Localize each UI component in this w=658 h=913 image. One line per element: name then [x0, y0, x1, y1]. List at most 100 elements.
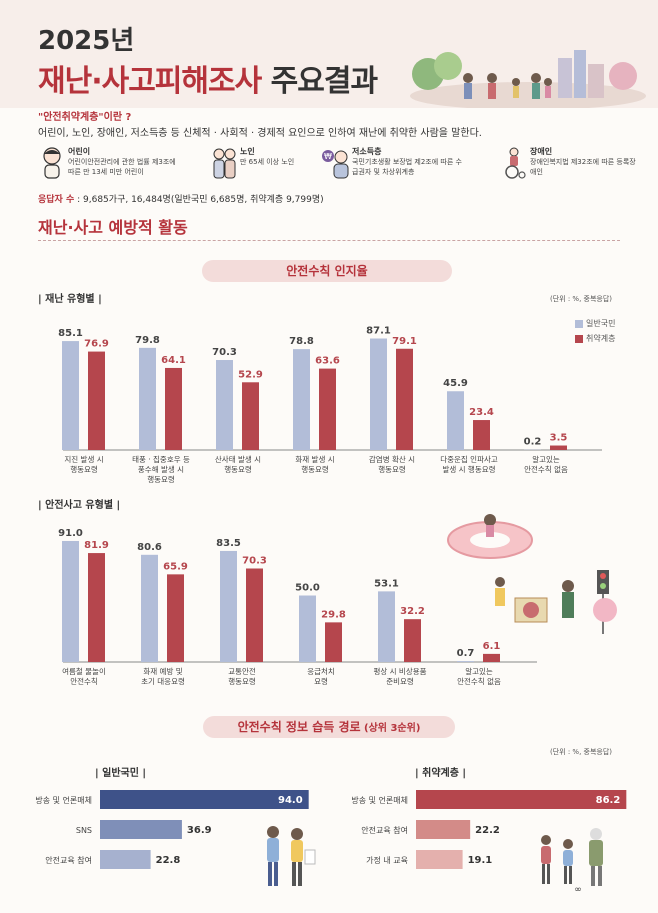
category-label: 감염병 확산 시	[369, 454, 415, 464]
data-label: 87.1	[366, 326, 391, 337]
category-label: 태풍 · 집중호우 등	[132, 454, 190, 464]
low-income-icon: ₩	[322, 150, 349, 179]
data-label: 81.9	[84, 540, 109, 551]
header-year: 2025년	[38, 26, 135, 56]
legend-text-vulnerable: 취약계층	[586, 334, 616, 343]
bar	[88, 351, 105, 450]
category-label: 다중운집 인파사고	[440, 454, 498, 464]
bar	[404, 619, 421, 662]
vulnerable-sources-chart: 방송 및 언론매체 86.2 안전교육 참여 22.2 가정 내 교육 19.1	[351, 790, 627, 869]
category-label: 요령	[314, 677, 328, 686]
group-elderly: 노인 만 65세 이상 노인	[210, 146, 320, 186]
data-label: 94.0	[278, 795, 303, 806]
category-label: 평상 시 비상용품	[373, 666, 426, 676]
category-label: 행동요령	[228, 676, 256, 686]
data-label: 80.6	[137, 542, 162, 553]
sources-pill-sub: (상위 3순위)	[360, 723, 421, 734]
category-label: 행동요령	[301, 464, 329, 474]
definition-answer: 어린이, 노인, 장애인, 저소득층 등 신체적 · 사회적 · 경제적 요인으…	[38, 128, 482, 139]
group-name: 노인	[240, 147, 255, 156]
general-sources-chart: 방송 및 언론매체 94.0 SNS 36.9 안전교육 참여 22.8	[35, 790, 309, 869]
accident-label: | 안전사고 유형별 |	[38, 500, 121, 511]
data-label: 70.3	[212, 347, 237, 358]
bar	[88, 553, 105, 662]
category-label: 발생 시 행동요령	[442, 464, 495, 474]
data-label: 63.6	[315, 356, 340, 367]
bar	[242, 382, 259, 450]
category-label: 교통안전	[228, 666, 256, 676]
data-label: 78.8	[289, 336, 314, 347]
data-label: 6.1	[483, 641, 501, 652]
group-child: 어린이 어린이안전관리에 관한 법률 제3조에 따른 만 13세 미만 어린이	[38, 146, 198, 186]
data-label: 22.2	[475, 825, 500, 836]
bar	[246, 568, 263, 662]
category-label: 방송 및 언론매체	[35, 795, 92, 805]
people-illustration-left	[267, 826, 316, 886]
category-label: 여름철 물놀이	[62, 666, 106, 676]
data-label: 79.1	[392, 336, 417, 347]
data-label: 32.2	[400, 606, 425, 617]
category-label: 알고있는	[532, 455, 560, 464]
bar	[62, 341, 79, 450]
respondents-label: 응답자 수	[38, 195, 75, 205]
category-label: 준비요령	[386, 677, 414, 686]
elderly-icon	[213, 148, 236, 179]
sources-unit: (단위 : %, 중복응답)	[550, 748, 613, 756]
bar	[165, 367, 182, 450]
bar	[319, 368, 336, 450]
group-name: 장애인	[530, 147, 553, 156]
group-desc: 장애인복지법 제32조에 따른 등록장애인	[530, 158, 636, 176]
bar	[220, 550, 237, 662]
category-label: 알고있는	[465, 667, 493, 676]
bar	[100, 820, 182, 839]
data-label: 45.9	[443, 378, 468, 389]
bar	[416, 820, 471, 839]
data-label: 83.5	[216, 538, 241, 549]
bar	[167, 574, 184, 662]
data-label: 19.1	[468, 855, 493, 866]
data-label: 36.9	[187, 825, 212, 836]
bar	[457, 661, 474, 662]
svg-text:∞: ∞	[574, 885, 582, 894]
respondents: 응답자 수 : 9,685가구, 16,484명(일반국민 6,685명, 취약…	[38, 192, 324, 205]
bar	[100, 790, 309, 809]
category-label: 응급처치	[307, 667, 335, 676]
category-label: 방송 및 언론매체	[351, 795, 408, 805]
category-label: 안전수칙 없음	[524, 464, 568, 474]
awareness-pill: 안전수칙 인지율	[202, 260, 452, 282]
category-label: 화재 예방 및	[143, 666, 182, 676]
bar	[483, 653, 500, 662]
section-title: 재난·사고 예방적 활동	[38, 218, 188, 237]
data-label: 76.9	[84, 339, 109, 350]
group-desc: 만 65세 이상 노인	[240, 158, 295, 166]
category-label: 안전수칙	[70, 676, 98, 686]
data-label: 22.8	[156, 855, 181, 866]
sources-pill-main: 안전수칙 정보 습득 경로	[237, 720, 361, 734]
unit-label: (단위 : %, 중복응답)	[550, 295, 613, 303]
page-title-red: 재난·사고피해조사	[38, 64, 262, 99]
group-desc: 국민기초생활 보장법 제2조에 따른 수급권자 및 차상위계층	[352, 158, 462, 176]
category-label: 초기 대응요령	[141, 677, 185, 686]
child-icon	[43, 147, 61, 179]
legend-swatch-vulnerable	[575, 334, 583, 343]
category-label: 가정 내 교육	[366, 855, 408, 865]
safety-illustration	[447, 514, 617, 634]
category-label: 행동요령	[70, 464, 98, 474]
data-label: 70.3	[242, 556, 267, 567]
people-illustration-right: ∞	[541, 828, 603, 894]
category-label: 지진 발생 시	[64, 454, 103, 464]
data-label: 50.0	[295, 583, 320, 594]
category-label: 행동요령	[378, 464, 406, 474]
data-label: 23.4	[469, 407, 494, 418]
data-label: 65.9	[163, 561, 188, 572]
category-label: 안전교육 참여	[361, 825, 408, 835]
definition-question: "안전취약계층"이란 ?	[38, 112, 132, 123]
legend-swatch-general	[575, 319, 583, 328]
data-label: 85.1	[58, 328, 83, 339]
respondents-value: : 9,685가구, 16,484명(일반국민 6,685명, 취약계층 9,7…	[74, 195, 324, 205]
header-illustration	[410, 50, 646, 108]
bar	[62, 540, 79, 662]
category-label: 풍수해 발생 시	[138, 464, 184, 474]
data-label: 3.5	[550, 433, 568, 444]
